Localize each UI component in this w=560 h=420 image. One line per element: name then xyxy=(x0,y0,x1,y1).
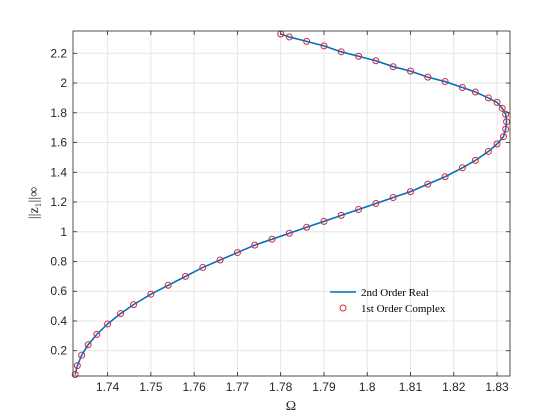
marker-1st-order-complex xyxy=(117,310,125,318)
marker-1st-order-complex xyxy=(424,180,432,188)
tick-marks xyxy=(73,31,510,376)
marker-1st-order-complex xyxy=(73,362,81,370)
y-tick-labels: 0.2 0.4 0.6 0.8 1 1.2 1.4 1.6 1.8 2 2.2 xyxy=(50,46,67,357)
marker-1st-order-complex xyxy=(78,351,86,359)
series-layer xyxy=(71,30,511,379)
x-tick-label: 1.77 xyxy=(226,380,250,394)
marker-1st-order-complex xyxy=(484,94,492,102)
marker-1st-order-complex xyxy=(181,272,189,280)
marker-1st-order-complex xyxy=(130,301,138,309)
x-tick-label: 1.74 xyxy=(96,380,120,394)
y-tick-label: 2.2 xyxy=(50,46,67,60)
marker-1st-order-complex xyxy=(500,133,508,141)
marker-1st-order-complex xyxy=(493,98,501,106)
y-tick-label: 1.6 xyxy=(50,136,67,150)
marker-1st-order-complex xyxy=(84,341,92,349)
marker-1st-order-complex xyxy=(355,52,363,60)
marker-1st-order-complex xyxy=(303,37,311,45)
y-tick-label: 0.4 xyxy=(50,314,67,328)
marker-1st-order-complex xyxy=(372,57,380,65)
marker-1st-order-complex xyxy=(441,78,449,86)
marker-1st-order-complex xyxy=(424,73,432,81)
marker-1st-order-complex xyxy=(372,200,380,207)
x-tick-label: 1.75 xyxy=(139,380,163,394)
marker-1st-order-complex xyxy=(471,88,479,96)
marker-1st-order-complex xyxy=(493,140,501,148)
marker-1st-order-complex xyxy=(285,229,293,237)
y-tick-label: 1.2 xyxy=(50,195,67,209)
marker-1st-order-complex xyxy=(406,67,414,75)
x-tick-labels: 1.74 1.75 1.76 1.77 1.78 1.79 1.8 1.81 1.82 1.83 xyxy=(96,380,509,394)
marker-1st-order-complex xyxy=(484,147,492,155)
marker-1st-order-complex xyxy=(216,256,224,264)
marker-1st-order-complex xyxy=(268,235,276,243)
marker-1st-order-complex xyxy=(498,104,506,112)
x-tick-label: 1.76 xyxy=(182,380,206,394)
marker-1st-order-complex xyxy=(199,263,207,271)
marker-1st-order-complex xyxy=(147,290,155,298)
y-tick-label: 1 xyxy=(60,225,67,239)
marker-1st-order-complex xyxy=(93,330,101,338)
x-tick-label: 1.78 xyxy=(269,380,293,394)
marker-1st-order-complex xyxy=(164,281,172,289)
y-tick-label: 0.6 xyxy=(50,284,67,298)
marker-1st-order-complex xyxy=(441,173,449,181)
axes-box xyxy=(72,30,511,377)
x-tick-label: 1.83 xyxy=(485,380,509,394)
marker-1st-order-complex xyxy=(285,33,293,41)
marker-1st-order-complex xyxy=(355,205,363,213)
marker-1st-order-complex xyxy=(458,164,466,172)
marker-1st-order-complex xyxy=(389,194,397,202)
y-tick-label: 0.8 xyxy=(50,254,67,268)
x-tick-label: 1.82 xyxy=(442,380,466,394)
legend-label-1st-order-complex: 1st Order Complex xyxy=(361,303,446,315)
y-tick-label: 0.2 xyxy=(50,344,67,358)
marker-1st-order-complex xyxy=(337,48,345,56)
marker-1st-order-complex xyxy=(71,371,79,379)
x-tick-label: 1.81 xyxy=(399,380,423,394)
y-tick-label: 1.8 xyxy=(50,106,67,120)
grid-lines xyxy=(73,31,510,376)
marker-1st-order-complex xyxy=(389,63,397,71)
legend-marker-swatch xyxy=(339,304,347,312)
y-tick-label: 2 xyxy=(60,76,67,90)
legend-label-2nd-order-real: 2nd Order Real xyxy=(361,287,429,299)
marker-1st-order-complex xyxy=(337,211,345,219)
marker-1st-order-complex xyxy=(320,42,328,50)
x-tick-label: 1.8 xyxy=(359,380,376,394)
x-tick-label: 1.79 xyxy=(312,380,336,394)
x-axis-label: Ω xyxy=(286,399,296,414)
marker-1st-order-complex xyxy=(503,118,511,126)
marker-1st-order-complex xyxy=(303,223,311,231)
marker-1st-order-complex xyxy=(104,320,112,328)
marker-1st-order-complex xyxy=(458,84,466,92)
legend: 2nd Order Real 1st Order Complex xyxy=(330,287,446,315)
marker-1st-order-complex xyxy=(320,217,328,225)
marker-1st-order-complex xyxy=(406,188,414,196)
y-axis-label: ||z₁||∞ xyxy=(27,187,42,219)
series-line-2nd-order-real xyxy=(74,33,508,375)
marker-1st-order-complex xyxy=(233,249,241,257)
y-tick-label: 1.4 xyxy=(50,165,67,179)
marker-1st-order-complex xyxy=(502,125,510,133)
marker-1st-order-complex xyxy=(471,156,479,164)
marker-1st-order-complex xyxy=(502,110,510,118)
marker-1st-order-complex xyxy=(251,241,259,249)
